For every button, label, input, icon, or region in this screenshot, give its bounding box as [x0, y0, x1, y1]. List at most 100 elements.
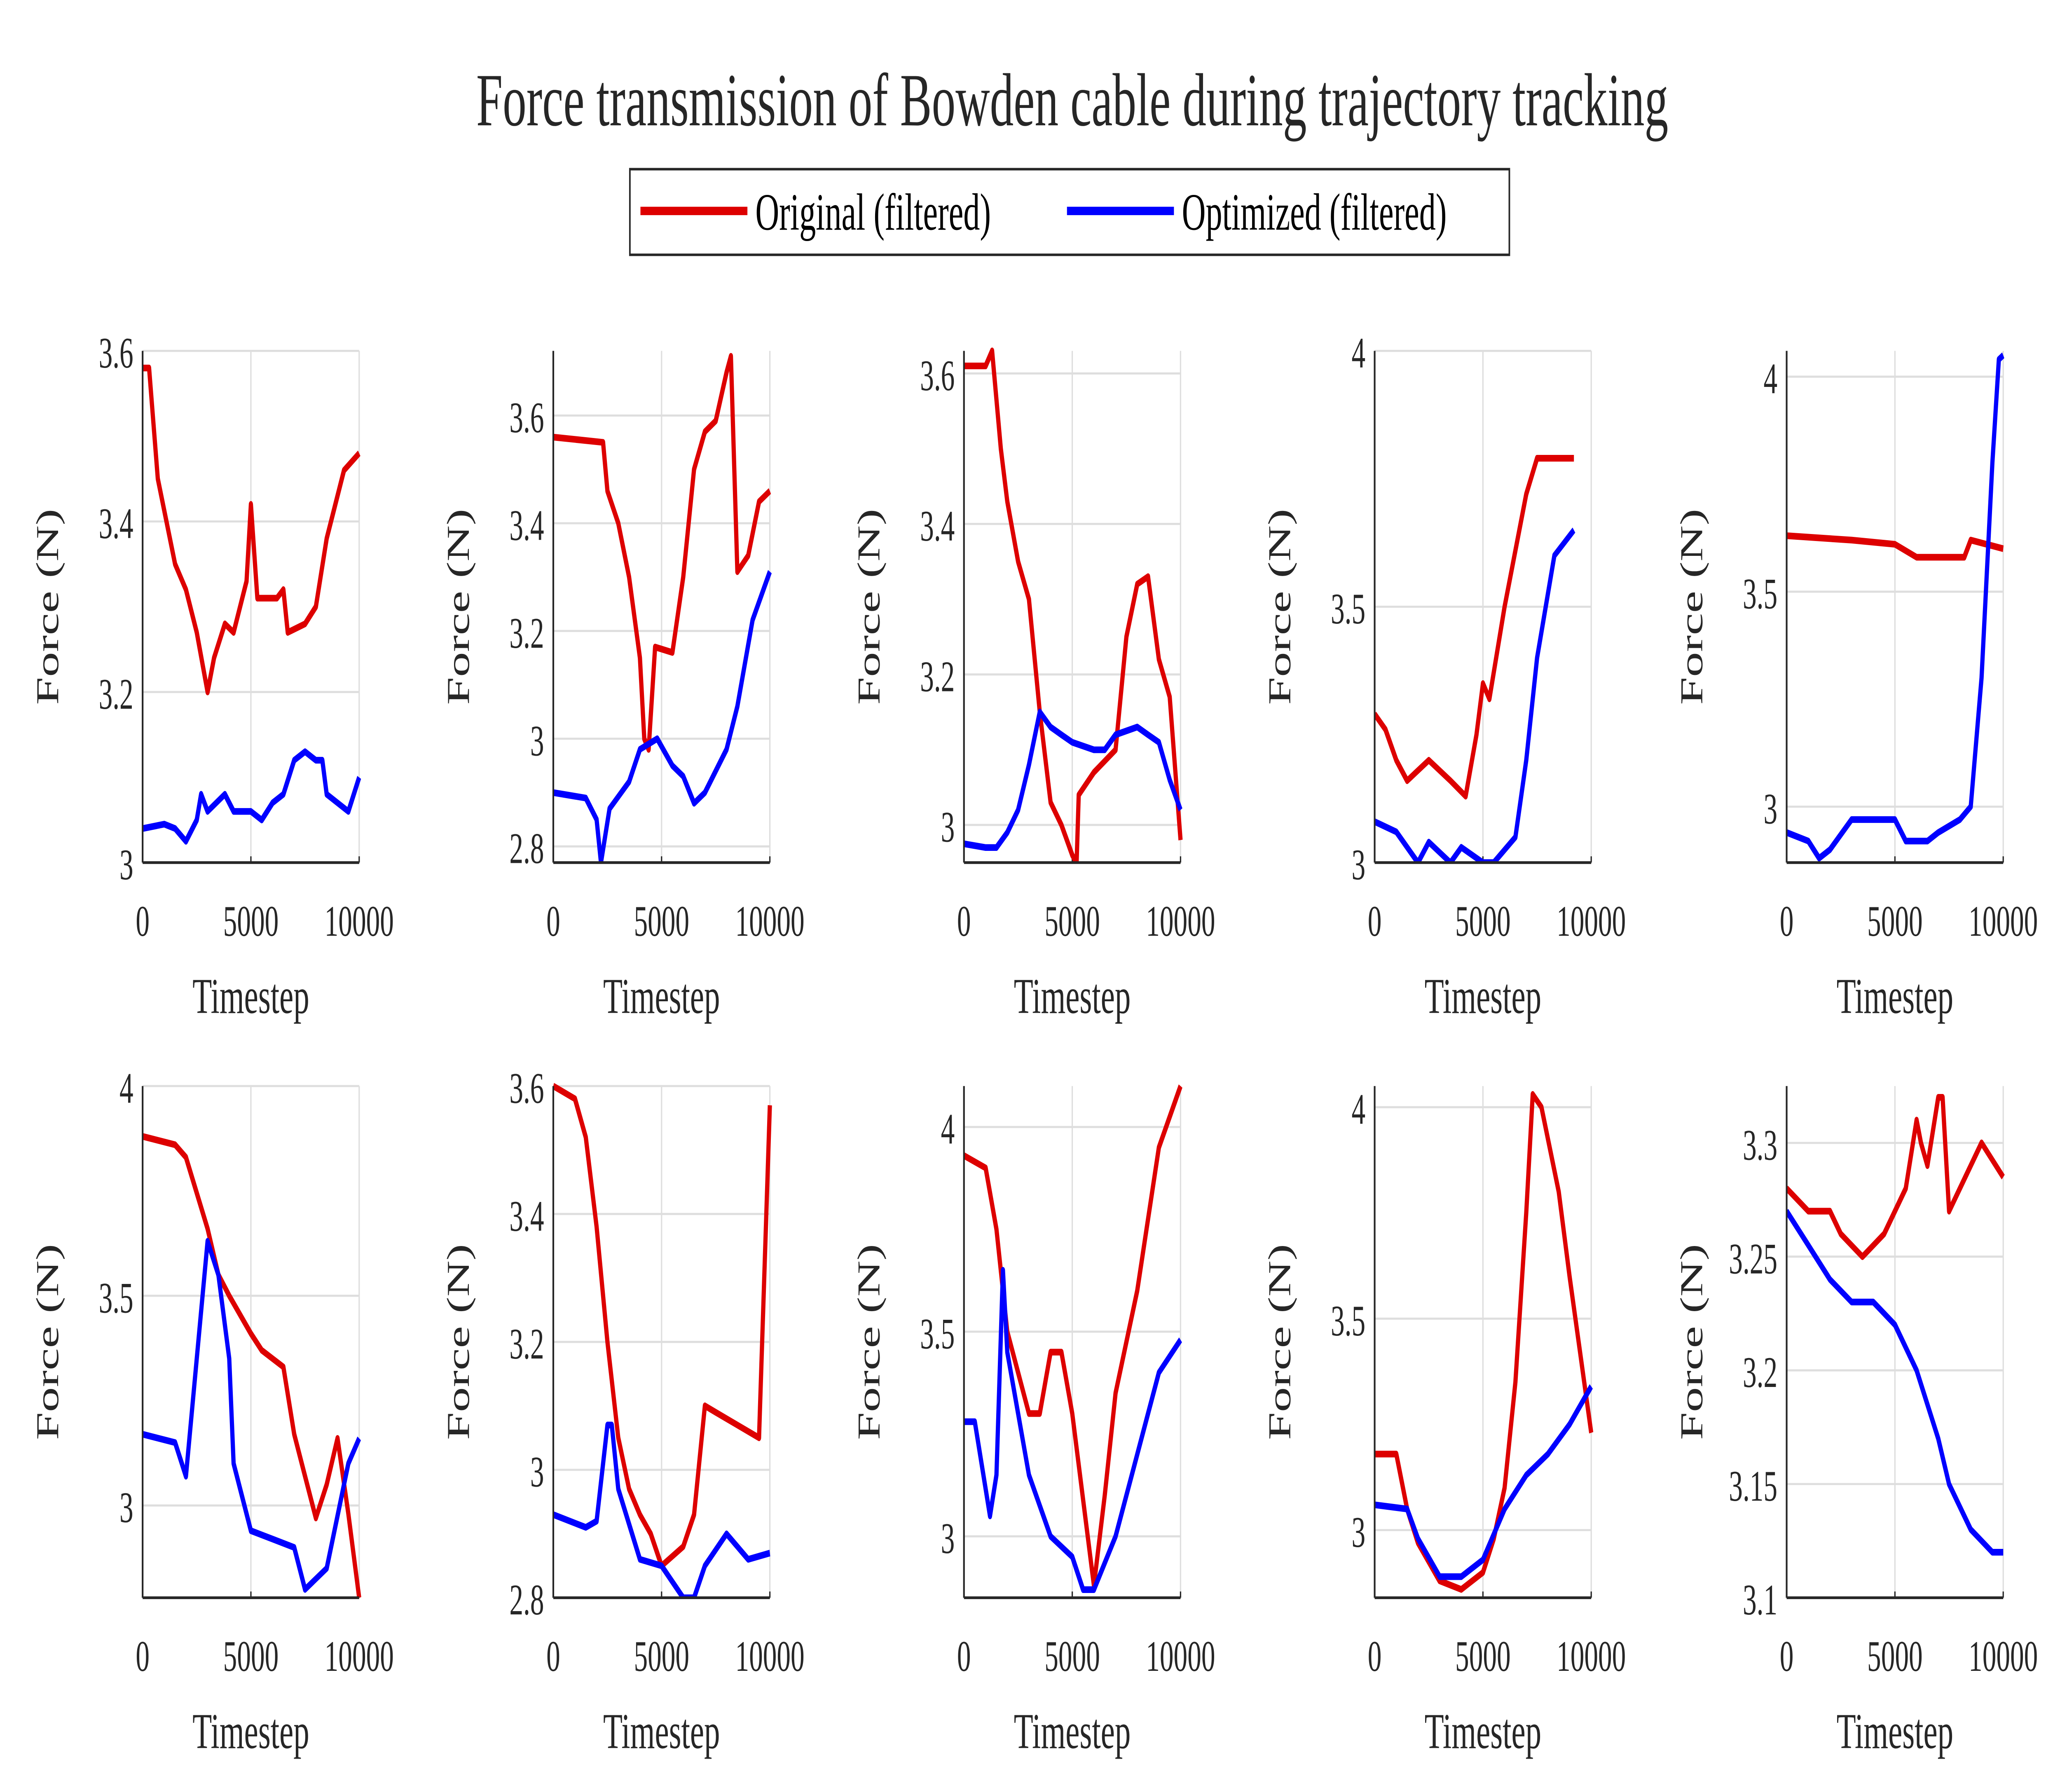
y-tick-label: 2.8 — [509, 1576, 544, 1624]
series-line-optimized — [143, 748, 361, 845]
y-tick-label: 3.4 — [99, 500, 133, 548]
series-line-optimized — [1374, 527, 1575, 863]
series-line-original — [553, 1083, 772, 1569]
y-axis-label: Force (N) — [852, 1244, 887, 1440]
x-tick-label: 5000 — [1455, 1633, 1511, 1681]
y-tick-label: 3.1 — [1743, 1576, 1777, 1624]
x-tick-label: 5000 — [1044, 897, 1100, 946]
x-axis-label: Timestep — [1425, 969, 1542, 1024]
series-line-optimized — [553, 570, 772, 863]
x-tick-label: 0 — [546, 1633, 560, 1681]
x-tick-label: 0 — [136, 897, 150, 946]
series-line-original — [143, 1133, 361, 1598]
x-tick-label: 5000 — [1455, 897, 1511, 946]
y-tick-label: 3.2 — [920, 653, 955, 701]
y-tick-label: 3 — [1763, 785, 1777, 833]
y-tick-label: 3.25 — [1729, 1235, 1777, 1283]
series-line-optimized — [964, 1267, 1182, 1593]
series-line-original — [1374, 454, 1574, 800]
x-tick-label: 5000 — [634, 1633, 689, 1681]
x-tick-label: 5000 — [1044, 1633, 1100, 1681]
legend: Original (filtered) Optimized (filtered) — [629, 168, 1510, 256]
subplots: 0 5000 10000 3 3.2 3.4 3.6 Timestep Force (N) 0 50… — [30, 329, 2038, 1759]
subplot-6: 0 5000 10000 3 3.5 4 Timestep Force (N) — [30, 1064, 394, 1759]
x-tick-label: 5000 — [223, 1633, 279, 1681]
x-axis-label: Timestep — [1837, 969, 1954, 1024]
y-axis-label: Force (N) — [441, 508, 476, 705]
x-tick-label: 0 — [957, 1633, 971, 1681]
x-tick-label: 0 — [1368, 897, 1382, 946]
x-tick-label: 5000 — [1867, 1633, 1923, 1681]
subplot-2: 0 5000 10000 2.8 3 3.2 3.4 3.6 Timestep Force (N) — [441, 351, 805, 1024]
x-tick-label: 0 — [136, 1633, 150, 1681]
y-tick-label: 3 — [941, 803, 955, 851]
x-axis-label: Timestep — [603, 1704, 720, 1759]
y-tick-label: 3.5 — [1743, 570, 1777, 618]
y-tick-label: 3.5 — [1331, 585, 1365, 633]
y-axis-label: Force (N) — [441, 1244, 476, 1440]
series-line-optimized — [143, 1238, 361, 1593]
series-line-optimized — [1786, 352, 2004, 862]
y-tick-label: 3.3 — [1743, 1121, 1777, 1169]
y-tick-label: 4 — [941, 1105, 955, 1153]
chart-title: Force transmission of Bowden cable durin… — [476, 59, 1668, 142]
y-tick-label: 3 — [941, 1515, 955, 1563]
x-tick-label: 10000 — [1557, 897, 1626, 946]
y-axis-label: Force (N) — [1674, 1244, 1709, 1440]
x-tick-label: 0 — [1368, 1633, 1382, 1681]
x-tick-label: 0 — [1780, 897, 1794, 946]
y-axis-label: Force (N) — [1262, 1244, 1297, 1440]
x-axis-label: Timestep — [192, 1704, 309, 1759]
y-tick-label: 3.4 — [509, 1192, 544, 1241]
y-tick-label: 3.4 — [920, 502, 955, 550]
series-line-original — [964, 1084, 1182, 1589]
x-tick-label: 5000 — [1867, 897, 1923, 946]
legend-label-original: Original (filtered) — [755, 183, 991, 241]
y-tick-label: 3 — [530, 717, 544, 765]
y-tick-label: 4 — [1351, 329, 1365, 377]
subplot-10: 0 5000 10000 3.1 3.15 3.2 3.25 3.3 Timestep Force… — [1674, 1086, 2038, 1759]
y-tick-label: 3.5 — [1331, 1297, 1365, 1345]
y-tick-label: 3.5 — [99, 1274, 133, 1322]
x-axis-label: Timestep — [1014, 969, 1131, 1024]
y-tick-label: 3.6 — [920, 352, 955, 400]
subplot-1: 0 5000 10000 3 3.2 3.4 3.6 Timestep Force (N) — [30, 329, 394, 1024]
x-axis-label: Timestep — [1014, 1704, 1131, 1759]
series-line-optimized — [553, 1422, 770, 1598]
x-tick-label: 0 — [957, 897, 971, 946]
series-line-original — [553, 353, 771, 753]
x-tick-label: 10000 — [1969, 897, 2038, 946]
y-tick-label: 3.2 — [509, 609, 544, 658]
x-tick-label: 5000 — [634, 897, 689, 946]
y-tick-label: 3.6 — [509, 394, 544, 442]
x-tick-label: 10000 — [1969, 1633, 2038, 1681]
subplot-7: 0 5000 10000 2.8 3 3.2 3.4 3.6 Timestep Force (N) — [441, 1064, 805, 1759]
y-tick-label: 2.8 — [509, 825, 544, 873]
y-tick-label: 3 — [530, 1448, 544, 1496]
y-tick-label: 4 — [1763, 355, 1777, 403]
y-tick-label: 3.5 — [920, 1310, 955, 1358]
y-axis-label: Force (N) — [852, 508, 887, 705]
x-tick-label: 10000 — [735, 897, 804, 946]
y-tick-label: 3.15 — [1729, 1462, 1777, 1511]
subplot-5: 0 5000 10000 3 3.5 4 Timestep Force (N) — [1674, 351, 2038, 1024]
y-tick-label: 3.6 — [99, 329, 133, 377]
x-tick-label: 10000 — [1557, 1633, 1626, 1681]
series-line-original — [1786, 532, 2004, 561]
y-tick-label: 3 — [119, 841, 133, 889]
x-tick-label: 10000 — [1146, 897, 1215, 946]
series-line-original — [1786, 1094, 2005, 1260]
x-axis-label: Timestep — [1425, 1704, 1542, 1759]
x-axis-label: Timestep — [192, 969, 309, 1024]
x-tick-label: 0 — [1780, 1633, 1794, 1681]
y-tick-label: 3.2 — [99, 670, 133, 719]
x-axis-label: Timestep — [603, 969, 720, 1024]
series-line-original — [143, 365, 360, 696]
y-tick-label: 3.2 — [509, 1320, 544, 1368]
x-axis-label: Timestep — [1837, 1704, 1954, 1759]
series-line-optimized — [964, 708, 1182, 851]
y-tick-label: 3.6 — [509, 1064, 544, 1113]
subplot-4: 0 5000 10000 3 3.5 4 Timestep Force (N) — [1262, 329, 1626, 1024]
x-tick-label: 5000 — [223, 897, 279, 946]
y-tick-label: 3 — [1351, 1509, 1365, 1557]
